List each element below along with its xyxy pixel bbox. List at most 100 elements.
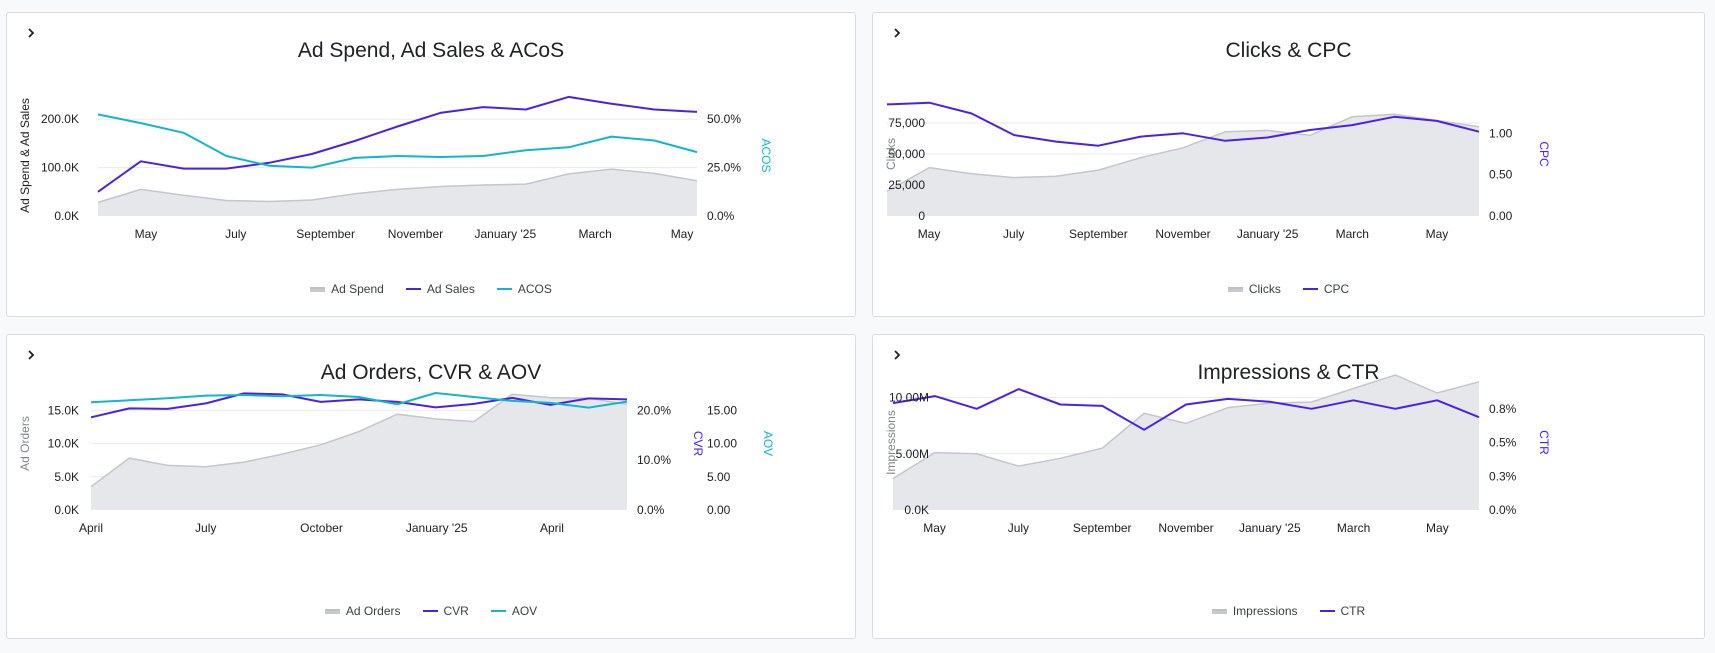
legend-swatch	[1302, 288, 1318, 290]
legend-item[interactable]: CVR	[422, 604, 469, 618]
chevron-right-icon	[28, 28, 35, 38]
left-tick-label: 200.0K	[41, 112, 79, 126]
expand-button[interactable]	[885, 343, 909, 367]
chart-card-impressions: Impressions & CTR 0.0K 5.00M 10.00M Impress…	[872, 334, 1705, 639]
chart-title: Ad Orders, CVR & AOV	[320, 361, 542, 384]
right-tick-label-2: 15.00	[707, 403, 737, 417]
left-tick-label: 0.0K	[54, 209, 79, 223]
legend-label: Clicks	[1248, 282, 1281, 296]
legend-label: Ad Orders	[345, 604, 401, 618]
legend-label: CPC	[1323, 282, 1350, 296]
x-tick-label: March	[1336, 227, 1369, 241]
x-tick-label: September	[1069, 227, 1128, 241]
chart-card-ad-spend: Ad Spend, Ad Sales & ACoS 0.0K 100.0K 200.…	[6, 12, 856, 317]
right-tick-label: 1.00	[1489, 126, 1513, 140]
series-area-fill	[887, 114, 1479, 216]
right-tick-label: 50.0%	[707, 112, 741, 126]
right-axis-title-2: AOV	[761, 431, 775, 456]
series-area-fill	[893, 375, 1479, 510]
left-tick-label: 0	[918, 209, 925, 223]
left-tick-label: 10.0K	[48, 437, 79, 451]
chart-card-ad-orders: Ad Orders, CVR & AOV 0.0K 5.0K 10.0K 15.0K A…	[6, 334, 856, 639]
left-tick-label: 75,000	[888, 116, 925, 130]
right-tick-label: 20.0%	[637, 403, 671, 417]
series-area-fill	[91, 394, 627, 510]
right-tick-label: 0.3%	[1489, 469, 1517, 483]
x-tick-label: July	[1003, 227, 1024, 241]
left-axis-title: Impressions	[884, 410, 898, 475]
x-tick-label: November	[1155, 227, 1210, 241]
left-tick-label: 15.0K	[48, 403, 79, 417]
legend-swatch	[1211, 608, 1227, 614]
legend-label: Impressions	[1232, 604, 1298, 618]
right-tick-label-2: 5.00	[707, 470, 731, 484]
legend-label: ACOS	[517, 282, 552, 296]
legend-label: CTR	[1340, 604, 1366, 618]
legend-item[interactable]: Impressions	[1211, 604, 1298, 618]
legend-item[interactable]: Ad Orders	[324, 604, 401, 618]
right-tick-label: 0.0%	[707, 209, 735, 223]
x-tick-label: March	[578, 227, 611, 241]
x-tick-label: October	[300, 521, 343, 535]
x-tick-label: September	[1073, 521, 1132, 535]
chart-ad-orders-svg: 0.0K 5.0K 10.0K 15.0K Ad Orders 0.0% 10.0% 20.0…	[18, 392, 775, 535]
legend-item[interactable]: CTR	[1319, 604, 1366, 618]
x-tick-label: January '25	[1237, 227, 1299, 241]
legend-swatch	[496, 288, 512, 290]
plot-area	[892, 374, 1480, 510]
legend-item[interactable]: AOV	[490, 604, 537, 618]
expand-button[interactable]	[19, 21, 43, 45]
left-tick-label: 100.0K	[41, 161, 79, 175]
series-line	[886, 101, 1480, 147]
x-tick-label: September	[296, 227, 355, 241]
legend-label: Ad Sales	[426, 282, 475, 296]
chart-legend: Ad Spend Ad Sales ACOS	[7, 282, 855, 296]
expand-button[interactable]	[19, 343, 43, 367]
chart-title: Ad Spend, Ad Sales & ACoS	[297, 39, 565, 62]
chart-ad-spend-svg: 0.0K 100.0K 200.0K Ad Spend & Ad Sales 0.0% 2…	[18, 95, 773, 241]
right-axis-title: CPC	[1537, 141, 1551, 167]
x-tick-label: July	[1008, 521, 1029, 535]
legend-swatch	[324, 608, 340, 614]
chart-card-clicks: Clicks & CPC 0 25,000 50,000 75,000 Clicks 0.…	[872, 12, 1705, 317]
legend-item[interactable]: CPC	[1302, 282, 1350, 296]
left-tick-label: 5.00M	[896, 447, 929, 461]
plot-area	[90, 392, 628, 510]
right-tick-label: 0.0%	[1489, 503, 1517, 517]
left-tick-label: 10.00M	[889, 391, 929, 405]
chart-title: Clicks & CPC	[1225, 39, 1352, 62]
expand-button[interactable]	[885, 21, 909, 45]
left-axis-title: Ad Spend & Ad Sales	[18, 98, 32, 213]
x-tick-label: January '25	[1239, 521, 1301, 535]
legend-item[interactable]: Ad Sales	[405, 282, 475, 296]
x-tick-label: May	[923, 521, 946, 535]
right-axis-title: CVR	[691, 431, 705, 457]
chevron-right-icon	[28, 350, 35, 360]
left-tick-label: 50,000	[888, 147, 925, 161]
x-tick-label: May	[1426, 521, 1449, 535]
series-line	[97, 113, 698, 169]
legend-item[interactable]: ACOS	[496, 282, 552, 296]
legend-swatch	[1319, 610, 1335, 612]
legend-item[interactable]: Ad Spend	[310, 282, 384, 296]
legend-swatch	[422, 610, 438, 612]
legend-swatch	[405, 288, 421, 290]
x-tick-label: April	[79, 521, 103, 535]
x-tick-label: March	[1337, 521, 1370, 535]
right-tick-label: 0.00	[1489, 209, 1513, 223]
right-tick-label-2: 0.00	[707, 503, 731, 517]
legend-item[interactable]: Clicks	[1227, 282, 1281, 296]
x-tick-label: May	[1426, 227, 1449, 241]
left-tick-label: 0.0K	[904, 503, 929, 517]
x-tick-label: April	[540, 521, 564, 535]
plot-area	[97, 95, 698, 216]
left-tick-label: 25,000	[888, 178, 925, 192]
x-tick-label: November	[1158, 521, 1213, 535]
chart-legend: Impressions CTR	[873, 604, 1704, 618]
left-axis-title: Ad Orders	[18, 416, 32, 471]
chevron-right-icon	[894, 28, 901, 38]
chart-legend: Clicks CPC	[873, 282, 1704, 296]
legend-label: Ad Spend	[331, 282, 384, 296]
chart-title: Impressions & CTR	[1197, 361, 1380, 384]
x-tick-label: January '25	[406, 521, 468, 535]
